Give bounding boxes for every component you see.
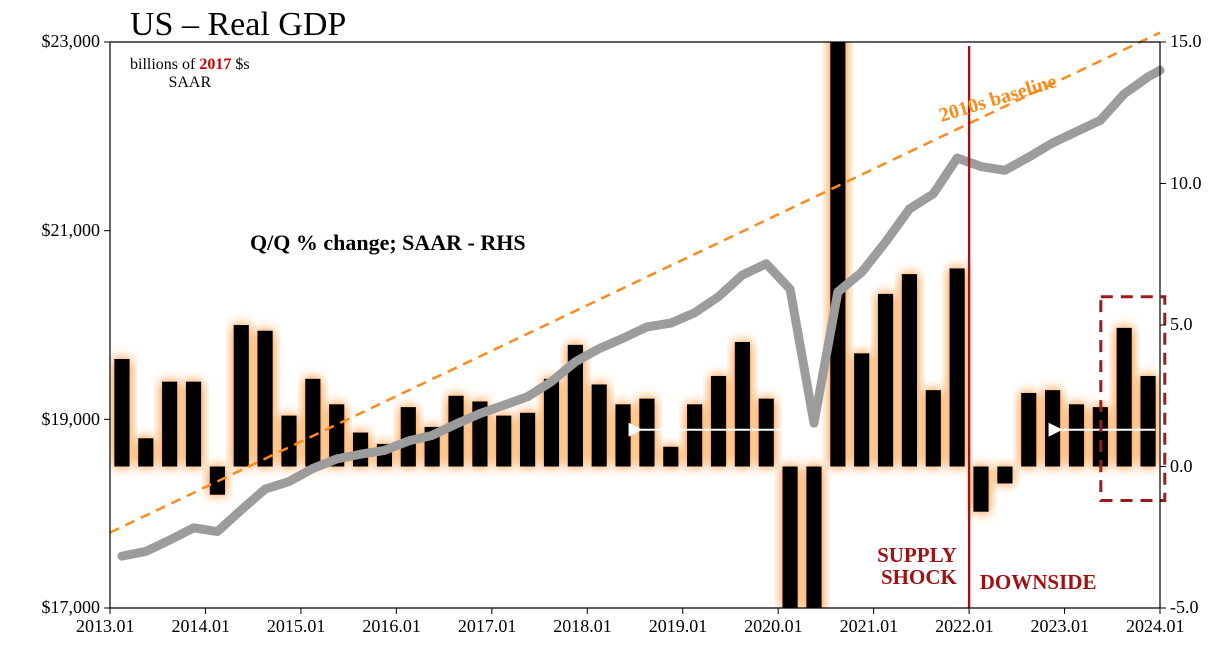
supply-shock-line1: SUPPLY <box>877 543 957 567</box>
bar <box>162 382 177 467</box>
bar <box>639 399 654 467</box>
x-tick-label: 2023.01 <box>1031 616 1090 637</box>
bar <box>997 467 1012 484</box>
bar <box>782 467 797 609</box>
bar <box>1045 390 1060 466</box>
gdp-chart: US – Real GDP billions of 2017 $s SAAR Q… <box>0 0 1222 646</box>
downside-label: DOWNSIDE <box>980 570 1097 595</box>
bar <box>281 416 296 467</box>
x-tick-label: 2018.01 <box>553 616 612 637</box>
bar <box>926 390 941 466</box>
bar <box>1093 407 1108 466</box>
x-tick-label: 2015.01 <box>267 616 326 637</box>
bar <box>138 438 153 466</box>
bar <box>615 404 630 466</box>
bar <box>854 353 869 466</box>
bar <box>496 416 511 467</box>
x-tick-label: 2021.01 <box>840 616 899 637</box>
y-left-tick-label: $19,000 <box>42 409 101 430</box>
bar <box>1021 393 1036 467</box>
bar <box>902 274 917 466</box>
bar <box>1069 404 1084 466</box>
bar <box>806 467 821 646</box>
bar <box>1140 376 1155 467</box>
supply-shock-label: SUPPLY SHOCK <box>877 544 957 588</box>
x-tick-label: 2016.01 <box>362 616 421 637</box>
bar <box>950 268 965 466</box>
y-right-tick-label: 10.0 <box>1170 173 1202 194</box>
bar <box>257 331 272 467</box>
bar <box>973 467 988 512</box>
bar <box>687 404 702 466</box>
bar <box>234 325 249 467</box>
x-tick-label: 2020.01 <box>744 616 803 637</box>
x-tick-label: 2017.01 <box>458 616 517 637</box>
bar <box>1117 328 1132 467</box>
y-left-tick-label: $21,000 <box>42 220 101 241</box>
bar <box>305 379 320 467</box>
y-right-tick-label: 5.0 <box>1170 314 1193 335</box>
downside-label-text: DOWNSIDE <box>980 570 1097 594</box>
bar <box>544 379 559 467</box>
bar <box>592 384 607 466</box>
x-tick-label: 2022.01 <box>935 616 994 637</box>
bar <box>186 382 201 467</box>
bar <box>663 447 678 467</box>
y-right-tick-label: 0.0 <box>1170 456 1193 477</box>
x-tick-label: 2019.01 <box>649 616 708 637</box>
bar <box>711 376 726 467</box>
x-tick-label: 2013.01 <box>76 616 135 637</box>
bar <box>878 294 893 467</box>
bar <box>114 359 129 467</box>
bar <box>520 413 535 467</box>
x-tick-label: 2024.01 <box>1126 616 1185 637</box>
supply-shock-line2: SHOCK <box>881 565 957 589</box>
bar <box>830 0 845 467</box>
x-tick-label: 2014.01 <box>171 616 230 637</box>
y-right-tick-label: 15.0 <box>1170 31 1202 52</box>
bar <box>759 399 774 467</box>
y-left-tick-label: $23,000 <box>42 31 101 52</box>
bar <box>735 342 750 467</box>
